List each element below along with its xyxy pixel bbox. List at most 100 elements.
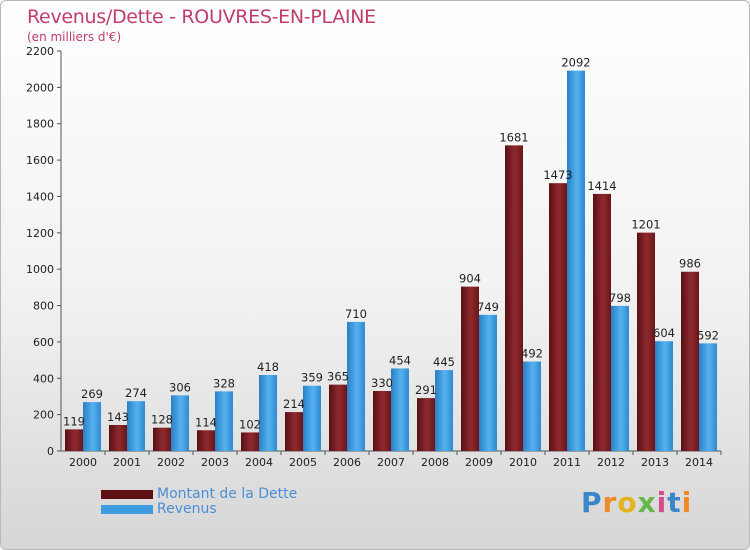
y-tick-label: 2000 bbox=[26, 81, 54, 94]
bar-revenus bbox=[215, 391, 233, 451]
x-tick-label: 2014 bbox=[685, 456, 713, 469]
y-tick-label: 1800 bbox=[26, 118, 54, 131]
data-label-revenus: 2092 bbox=[561, 56, 590, 70]
y-tick-label: 2200 bbox=[26, 45, 54, 58]
data-label-dette: 128 bbox=[151, 413, 173, 427]
bar-revenus bbox=[127, 401, 145, 451]
bar-revenus bbox=[171, 395, 189, 451]
logo-letter: r bbox=[602, 486, 618, 519]
data-label-revenus: 418 bbox=[257, 360, 279, 374]
data-label-dette: 214 bbox=[283, 397, 305, 411]
logo-letter: i bbox=[656, 486, 668, 519]
data-label-revenus: 592 bbox=[697, 328, 719, 342]
x-tick-label: 2010 bbox=[509, 456, 537, 469]
bar-dette bbox=[197, 430, 215, 451]
bar-dette bbox=[417, 398, 435, 451]
data-label-revenus: 454 bbox=[389, 353, 411, 367]
bar-dette bbox=[65, 429, 83, 451]
data-label-revenus: 328 bbox=[213, 376, 235, 390]
data-label-revenus: 710 bbox=[345, 307, 367, 321]
bar-revenus bbox=[83, 402, 101, 451]
bar-dette bbox=[461, 286, 479, 451]
data-label-revenus: 274 bbox=[125, 386, 147, 400]
bar-dette bbox=[505, 145, 523, 451]
bar-revenus bbox=[303, 385, 321, 451]
data-label-revenus: 445 bbox=[433, 355, 455, 369]
legend-swatch-dette bbox=[101, 490, 153, 499]
chart-subtitle: (en milliers d'€) bbox=[27, 30, 122, 44]
x-tick-label: 2002 bbox=[157, 456, 185, 469]
y-tick-label: 1000 bbox=[26, 263, 54, 276]
proxiti-logo: Proxiti bbox=[581, 486, 692, 519]
y-tick-label: 1600 bbox=[26, 154, 54, 167]
x-tick-label: 2009 bbox=[465, 456, 493, 469]
x-tick-label: 2006 bbox=[333, 456, 361, 469]
legend-label-revenus: Revenus bbox=[157, 501, 217, 517]
data-label-dette: 904 bbox=[459, 272, 481, 286]
data-label-dette: 1473 bbox=[543, 168, 572, 182]
x-tick-label: 2008 bbox=[421, 456, 449, 469]
x-tick-label: 2007 bbox=[377, 456, 405, 469]
legend-swatch-revenus bbox=[101, 505, 153, 514]
bar-dette bbox=[637, 232, 655, 451]
x-tick-label: 2000 bbox=[69, 456, 97, 469]
logo-letter: x bbox=[637, 486, 657, 519]
bar-dette bbox=[153, 427, 171, 451]
logo-letter: o bbox=[617, 486, 638, 519]
data-label-revenus: 359 bbox=[301, 371, 323, 385]
x-tick-label: 2013 bbox=[641, 456, 669, 469]
y-tick-label: 600 bbox=[33, 336, 54, 349]
data-label-dette: 291 bbox=[415, 383, 437, 397]
data-label-dette: 102 bbox=[239, 417, 261, 431]
data-label-revenus: 492 bbox=[521, 347, 543, 361]
x-tick-label: 2001 bbox=[113, 456, 141, 469]
data-label-dette: 1201 bbox=[631, 218, 660, 232]
bar-dette bbox=[373, 391, 391, 451]
data-label-dette: 330 bbox=[371, 376, 393, 390]
y-tick-label: 800 bbox=[33, 300, 54, 313]
y-tick-label: 1200 bbox=[26, 227, 54, 240]
x-tick-label: 2005 bbox=[289, 456, 317, 469]
bar-dette bbox=[109, 425, 127, 451]
data-label-dette: 114 bbox=[195, 415, 217, 429]
x-tick-label: 2012 bbox=[597, 456, 625, 469]
y-tick-label: 200 bbox=[33, 409, 54, 422]
bar-revenus bbox=[391, 368, 409, 451]
bar-revenus bbox=[259, 375, 277, 451]
bar-dette bbox=[329, 384, 347, 451]
legend-label-dette: Montant de la Dette bbox=[157, 486, 298, 502]
logo-letter: P bbox=[581, 486, 603, 519]
data-label-revenus: 798 bbox=[609, 291, 631, 305]
bar-revenus bbox=[655, 341, 673, 451]
data-label-dette: 119 bbox=[63, 414, 85, 428]
bar-revenus bbox=[347, 321, 365, 451]
data-label-revenus: 604 bbox=[653, 326, 675, 340]
bar-revenus bbox=[567, 70, 585, 452]
data-label-dette: 143 bbox=[107, 410, 129, 424]
logo-letter: t bbox=[667, 486, 682, 519]
logo-letter: i bbox=[681, 486, 693, 519]
bar-dette bbox=[241, 432, 259, 451]
bar-revenus bbox=[523, 361, 541, 451]
y-tick-label: 400 bbox=[33, 372, 54, 385]
bar-dette bbox=[549, 183, 567, 451]
bar-revenus bbox=[699, 343, 717, 451]
x-tick-label: 2011 bbox=[553, 456, 581, 469]
bar-revenus bbox=[479, 314, 497, 451]
data-label-dette: 1681 bbox=[499, 130, 528, 144]
data-label-dette: 986 bbox=[679, 257, 701, 271]
x-tick-label: 2004 bbox=[245, 456, 273, 469]
x-tick-label: 2003 bbox=[201, 456, 229, 469]
chart-title: Revenus/Dette - ROUVRES-EN-PLAINE bbox=[27, 6, 376, 28]
bar-dette bbox=[681, 271, 699, 451]
data-label-dette: 365 bbox=[327, 370, 349, 384]
bar-revenus bbox=[611, 305, 629, 451]
bar-dette bbox=[593, 193, 611, 451]
data-label-revenus: 269 bbox=[81, 387, 103, 401]
bar-dette bbox=[285, 412, 303, 451]
y-tick-label: 1400 bbox=[26, 190, 54, 203]
bar-revenus bbox=[435, 370, 453, 451]
y-tick-label: 0 bbox=[47, 445, 54, 458]
